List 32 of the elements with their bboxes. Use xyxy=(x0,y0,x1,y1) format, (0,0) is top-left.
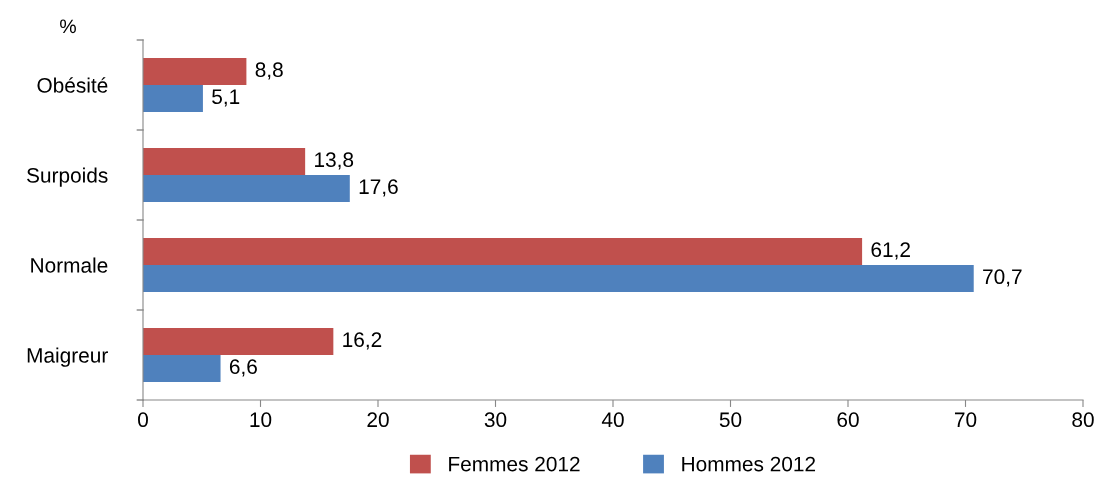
legend-label: Femmes 2012 xyxy=(449,456,580,472)
x-tick-label: 70 xyxy=(954,412,977,428)
data-label: 13,8 xyxy=(315,152,354,170)
bar xyxy=(143,328,334,355)
x-tick-label: 20 xyxy=(367,412,389,428)
data-label: 8,8 xyxy=(255,62,283,80)
bar xyxy=(143,355,221,382)
data-label: 16,2 xyxy=(343,332,382,350)
y-tick-label: Surpoids xyxy=(27,167,108,187)
data-label: 70,7 xyxy=(983,269,1022,287)
y-tick-label: Maigreur xyxy=(27,347,108,367)
x-tick-label: 0 xyxy=(138,412,148,428)
x-tick-label: 80 xyxy=(1072,412,1094,428)
x-tick-label: 10 xyxy=(250,412,272,428)
bar xyxy=(143,265,974,292)
x-tick-label: 40 xyxy=(601,412,624,428)
legend-label: Hommes 2012 xyxy=(682,456,816,472)
x-tick-label: 50 xyxy=(719,412,742,428)
x-tick-label: 60 xyxy=(837,412,859,428)
bar xyxy=(143,58,247,85)
bar xyxy=(143,148,306,175)
y-tick-label: Obésité xyxy=(37,77,108,93)
data-label: 17,6 xyxy=(359,179,398,197)
bar xyxy=(143,175,350,202)
y-tick-label: Normale xyxy=(31,257,108,273)
x-tick-label: 30 xyxy=(484,412,507,428)
data-label: 61,2 xyxy=(871,242,910,260)
bar xyxy=(143,85,203,112)
bar xyxy=(143,238,863,265)
data-label: 6,6 xyxy=(229,359,257,377)
data-label: 5,1 xyxy=(212,89,240,107)
y-axis-title: % xyxy=(60,19,76,34)
